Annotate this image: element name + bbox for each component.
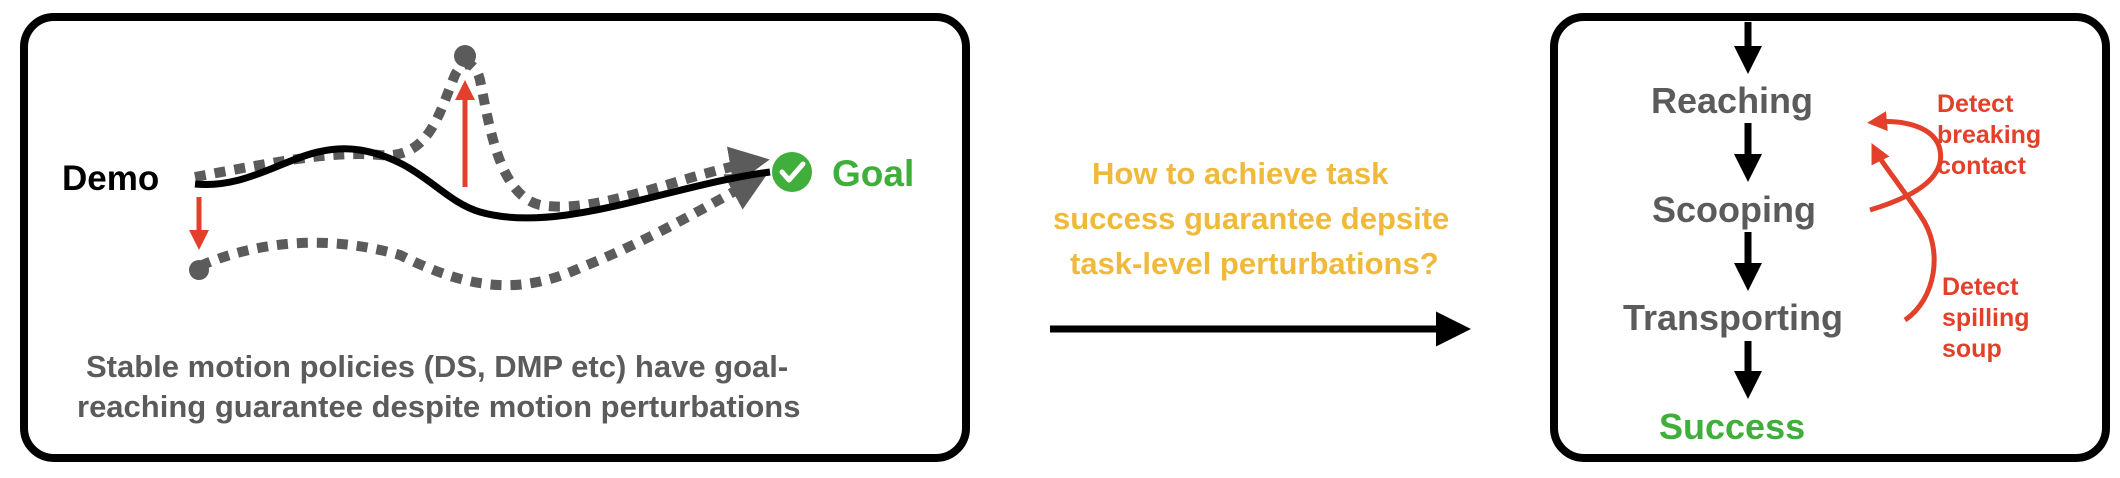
lower-perturbed-path (198, 172, 769, 291)
upper-perturbed-point (454, 45, 476, 67)
detect-contact-line-3: contact (1937, 152, 2026, 180)
demo-label: Demo (62, 159, 160, 198)
question-line-3: task-level perturbations? (1070, 246, 1439, 281)
question-line-2: success guarantee depsite (1053, 201, 1450, 236)
upper-perturbed-path (194, 59, 770, 212)
success-label: Success (1659, 406, 1806, 447)
detect-spill-line-3: soup (1942, 335, 2002, 363)
task-panel (1550, 13, 2110, 462)
detect-contact-line-1: Detect (1937, 90, 2014, 118)
stage-scooping: Scooping (1652, 189, 1816, 230)
goal-label: Goal (832, 153, 915, 194)
detect-spill-line-1: Detect (1942, 273, 2019, 301)
question-line-1: How to achieve task (1092, 156, 1389, 191)
caption-line-1: Stable motion policies (DS, DMP etc) hav… (86, 349, 789, 384)
caption-line-2: reaching guarantee despite motion pertur… (77, 389, 801, 424)
detect-spill-line-2: spilling (1942, 304, 2030, 332)
stage-reaching: Reaching (1651, 80, 1814, 121)
demo-trajectory (194, 145, 771, 222)
lower-perturbed-point (189, 260, 209, 280)
spill-recovery-arrow (1871, 143, 1937, 323)
stage-transporting: Transporting (1623, 297, 1844, 338)
goal-check-icon (772, 152, 812, 192)
motion-panel (20, 13, 970, 462)
detect-contact-line-2: breaking (1937, 121, 2042, 149)
